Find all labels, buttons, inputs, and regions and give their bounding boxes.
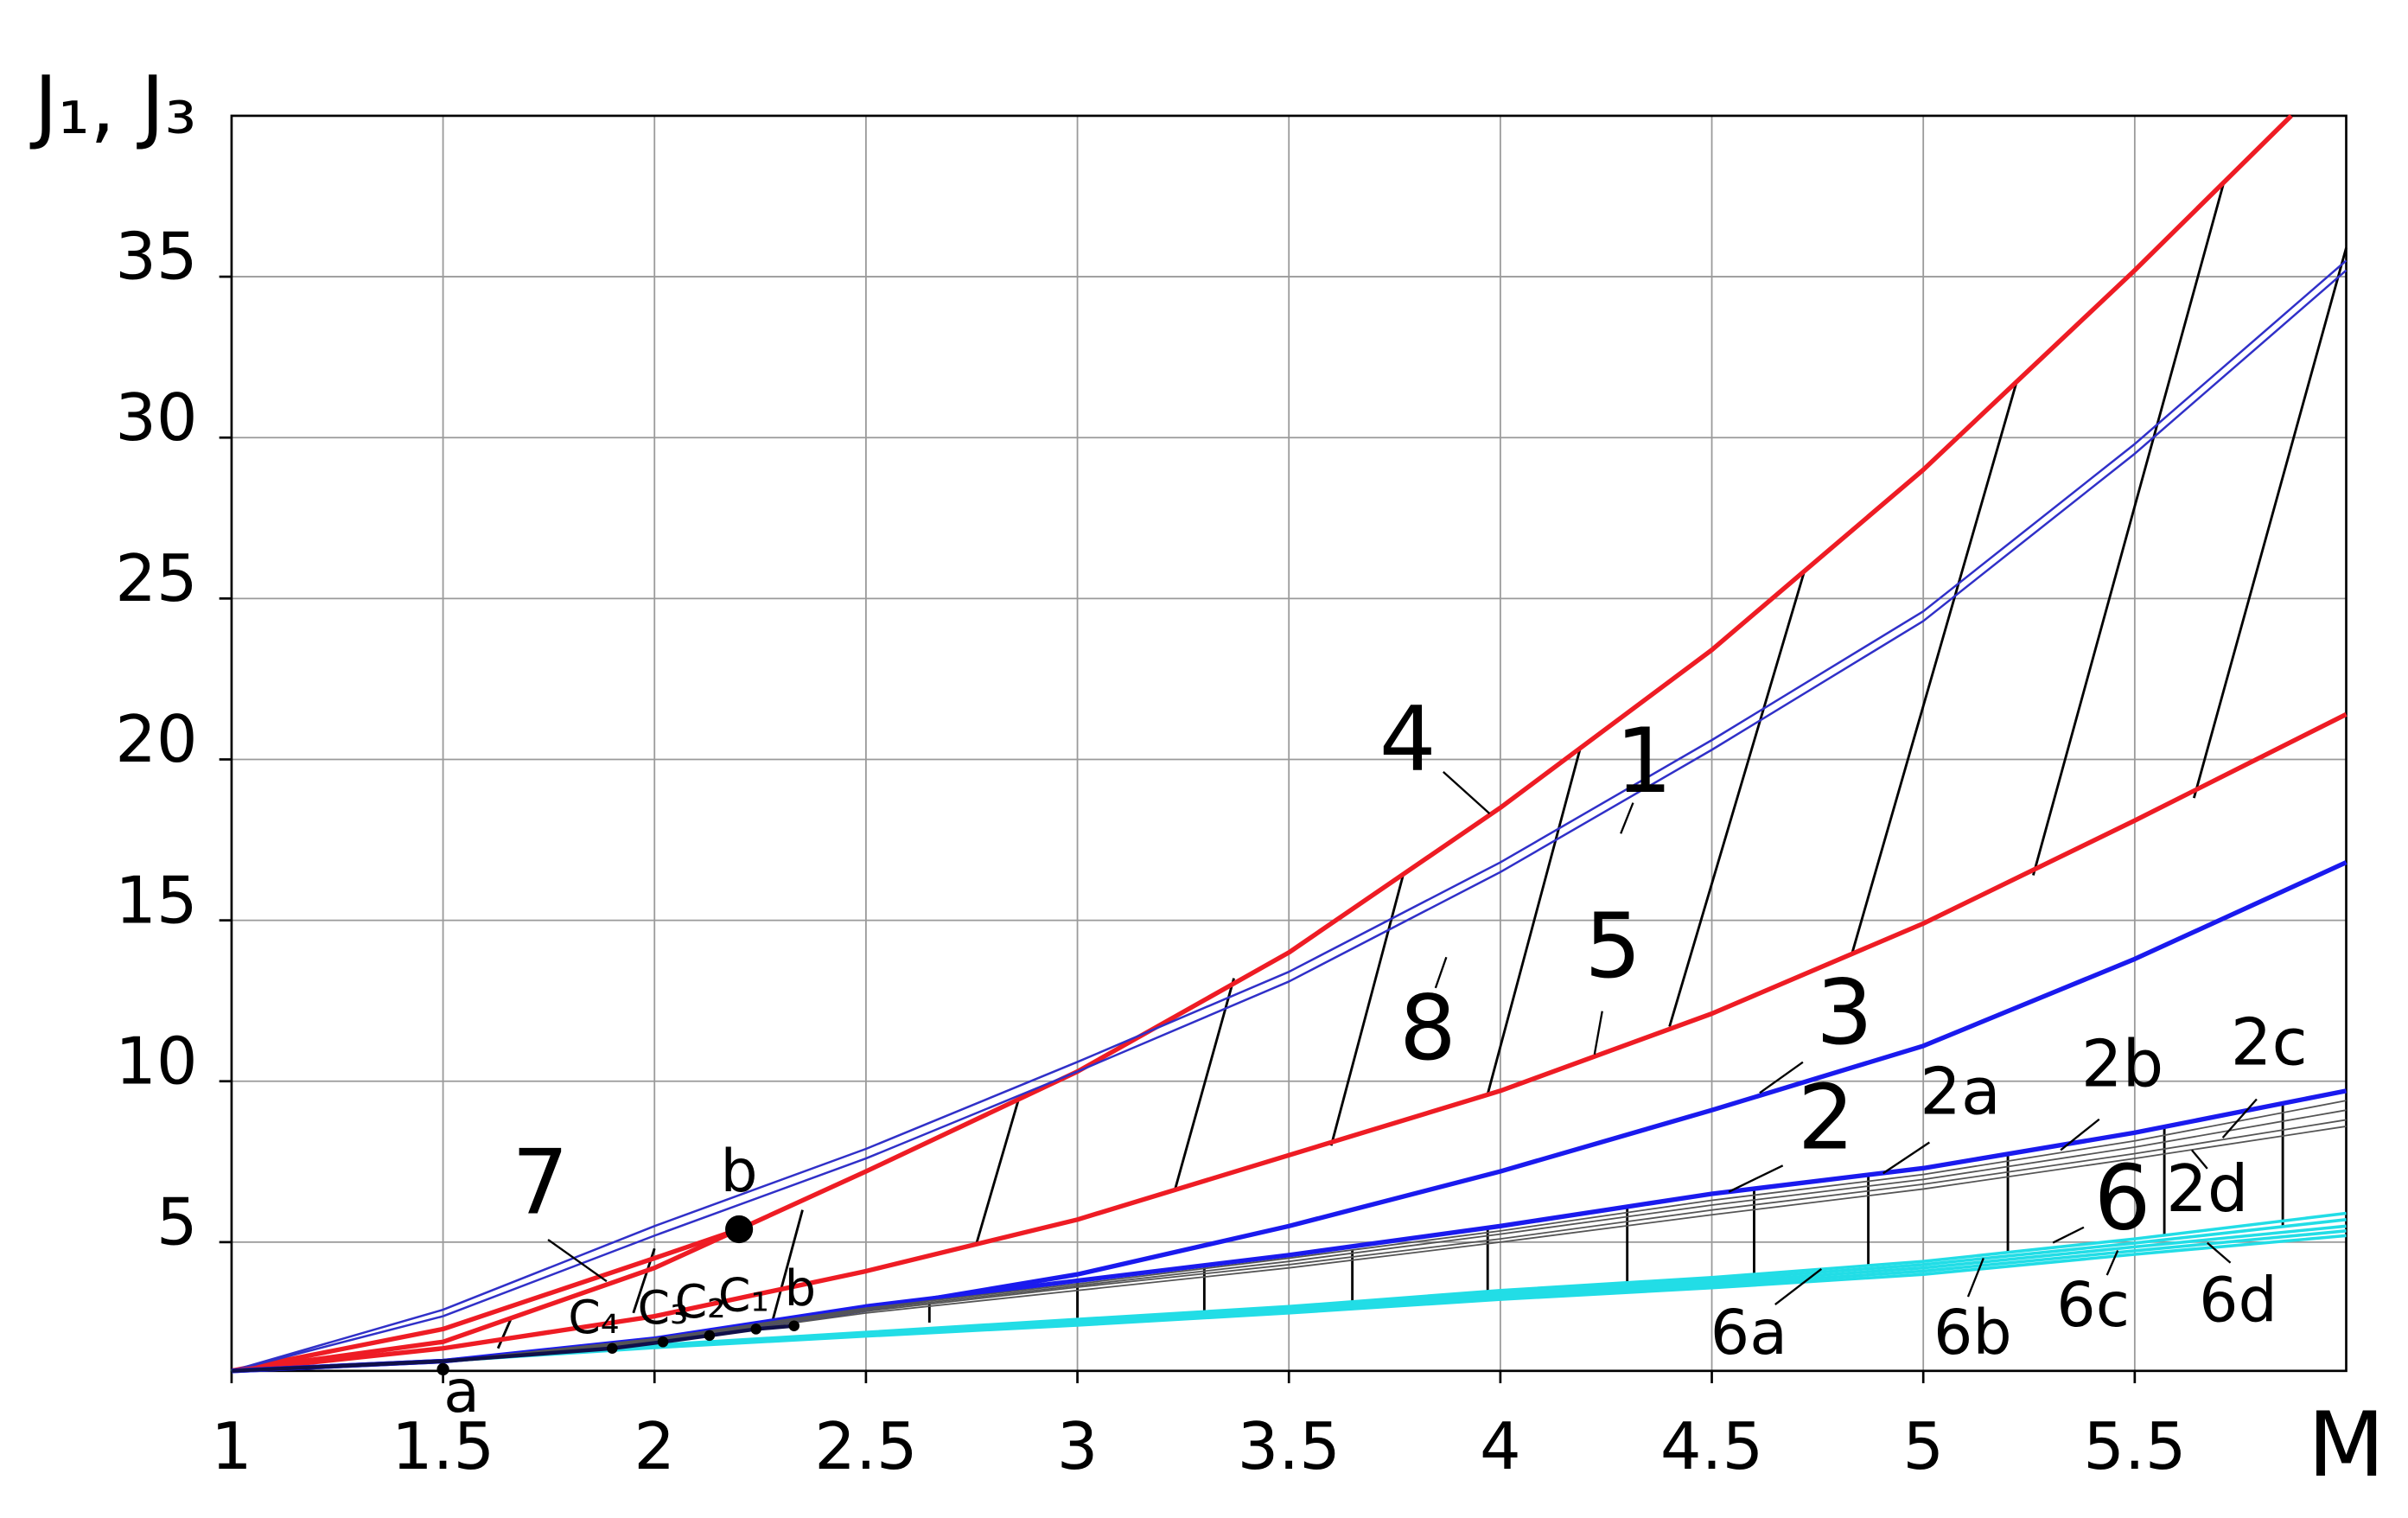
y-tick-label: 30 bbox=[115, 380, 197, 456]
y-tick-label: 25 bbox=[115, 540, 197, 616]
leader-line bbox=[2105, 1250, 2119, 1276]
tie-line bbox=[2192, 247, 2347, 799]
leader-line bbox=[1434, 956, 1448, 989]
x-tick-label: 3.5 bbox=[1238, 1408, 1341, 1484]
y-tick-label: 35 bbox=[115, 219, 197, 295]
tie-lines bbox=[496, 182, 2347, 1349]
series-label: 2a bbox=[1920, 1053, 2001, 1129]
x-tick-label: 4 bbox=[1480, 1408, 1521, 1484]
leader-line bbox=[1620, 802, 1634, 834]
series-label: 2c bbox=[2231, 1004, 2308, 1080]
series-label: 3 bbox=[1816, 961, 1873, 1065]
tie-line bbox=[1173, 978, 1235, 1191]
point-label: C₄ bbox=[568, 1290, 619, 1344]
series-label: 6b bbox=[1933, 1297, 2012, 1368]
point bbox=[436, 1362, 449, 1376]
point-label: b bbox=[785, 1260, 816, 1317]
point bbox=[725, 1215, 754, 1244]
y-axis-label: J₁, J₃ bbox=[29, 59, 196, 152]
point bbox=[704, 1330, 716, 1342]
x-tick-label: 5.5 bbox=[2083, 1408, 2186, 1484]
curve bbox=[231, 114, 2293, 1374]
x-tick-label: 1.5 bbox=[392, 1408, 494, 1484]
tie-line bbox=[2032, 182, 2225, 876]
point-label: C₃ bbox=[638, 1280, 689, 1335]
tie-line bbox=[771, 1209, 804, 1320]
leader-line bbox=[1759, 1061, 1804, 1094]
leader-line bbox=[1882, 1141, 1930, 1175]
leader-line bbox=[2221, 1098, 2258, 1138]
point-label: a bbox=[443, 1358, 480, 1426]
series-label: 4 bbox=[1379, 688, 1437, 792]
x-tick-label: 2 bbox=[634, 1408, 675, 1484]
tie-line bbox=[1329, 875, 1405, 1146]
series-label: 2d bbox=[2166, 1151, 2248, 1227]
tie-line bbox=[496, 1318, 513, 1349]
curve bbox=[231, 269, 2347, 1373]
curve bbox=[231, 259, 2347, 1373]
point-label: C₂ bbox=[675, 1274, 726, 1329]
x-tick-label: 4.5 bbox=[1660, 1408, 1763, 1484]
curve bbox=[231, 1126, 2347, 1372]
leader-line bbox=[2060, 1118, 2100, 1151]
leader-line bbox=[2052, 1226, 2085, 1244]
series-label: 2 bbox=[1798, 1066, 1855, 1170]
leader-line bbox=[1774, 1268, 1823, 1305]
y-tick-label: 5 bbox=[156, 1184, 198, 1260]
x-tick-label: 2.5 bbox=[814, 1408, 917, 1484]
leader-line bbox=[2207, 1241, 2232, 1264]
leader-line bbox=[1966, 1258, 1984, 1298]
series-label: 6a bbox=[1710, 1297, 1787, 1368]
y-tick-label: 10 bbox=[115, 1023, 197, 1099]
point bbox=[657, 1336, 669, 1348]
curve bbox=[231, 711, 2347, 1374]
leader-line bbox=[547, 1239, 608, 1283]
x-tick-label: 5 bbox=[1902, 1408, 1944, 1484]
tie-line bbox=[1486, 746, 1583, 1095]
series-label: 2b bbox=[2081, 1025, 2163, 1101]
series-label: 7 bbox=[512, 1131, 569, 1234]
x-tick-label: 1 bbox=[211, 1408, 252, 1484]
y-tick-label: 15 bbox=[115, 862, 197, 938]
point bbox=[750, 1323, 761, 1335]
series-label: 1 bbox=[1615, 710, 1672, 813]
curve bbox=[231, 1119, 2347, 1372]
series-label: 6d bbox=[2199, 1265, 2277, 1336]
y-tick-label: 20 bbox=[115, 701, 197, 777]
curve bbox=[231, 1100, 2347, 1372]
series-label: 6 bbox=[2094, 1146, 2151, 1250]
curve bbox=[231, 1227, 741, 1374]
point bbox=[788, 1320, 799, 1331]
series-label: 8 bbox=[1399, 977, 1456, 1081]
point-label: C₁ bbox=[718, 1267, 769, 1322]
series-label: 5 bbox=[1584, 895, 1641, 998]
x-axis-label: M bbox=[2308, 1394, 2385, 1497]
point-label: b bbox=[721, 1138, 758, 1206]
plot-frame bbox=[230, 114, 2347, 1373]
tie-line bbox=[1668, 569, 1806, 1027]
tie-line bbox=[1850, 382, 2018, 956]
series-label: 6c bbox=[2056, 1269, 2130, 1341]
leader-line bbox=[1593, 1011, 1603, 1055]
leader-line bbox=[1443, 771, 1491, 814]
leader-line bbox=[1728, 1164, 1784, 1193]
point bbox=[607, 1343, 618, 1355]
x-tick-label: 3 bbox=[1057, 1408, 1099, 1484]
tie-line bbox=[974, 1100, 1020, 1247]
leader-line bbox=[2191, 1149, 2208, 1170]
